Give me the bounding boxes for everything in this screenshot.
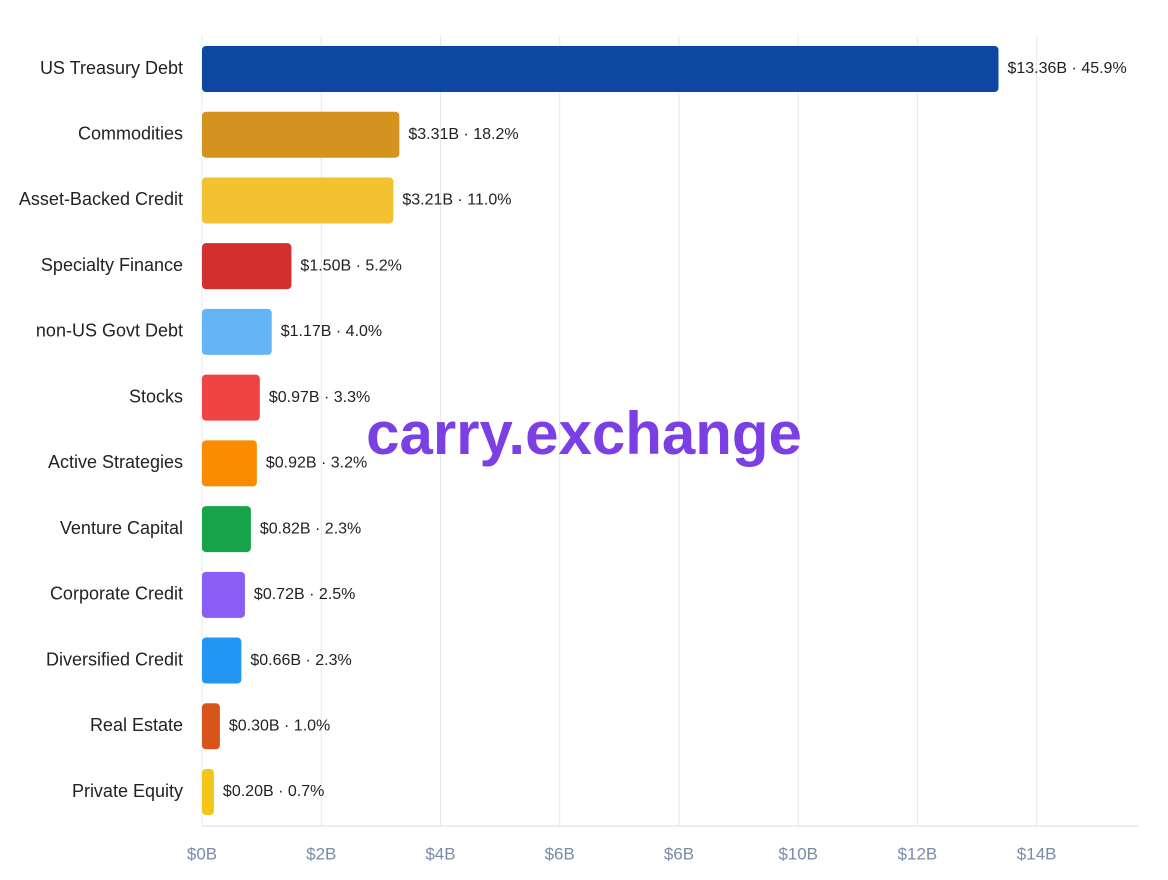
y-tick-label: Real Estate xyxy=(90,715,183,735)
y-tick-label: Corporate Credit xyxy=(50,584,183,604)
value-label: $1.50B · 5.2% xyxy=(300,257,401,274)
x-tick-label: $2B xyxy=(306,844,336,863)
bar xyxy=(202,769,214,815)
value-label: $0.92B · 3.2% xyxy=(266,455,367,472)
value-label: $0.82B · 2.3% xyxy=(260,520,361,537)
value-label: $1.17B · 4.0% xyxy=(281,323,382,340)
y-tick-label: Diversified Credit xyxy=(46,649,183,669)
value-label: $0.30B · 1.0% xyxy=(229,717,330,734)
bar xyxy=(202,111,400,158)
x-tick-label: $14B xyxy=(1017,844,1057,863)
y-tick-label: Active Strategies xyxy=(48,452,183,472)
value-label: $0.20B · 0.7% xyxy=(223,783,324,800)
y-tick-label: Commodities xyxy=(78,123,183,143)
bar xyxy=(202,374,260,421)
bars: US Treasury Debt $13.36B · 45.9% Commoditi… xyxy=(19,46,1127,815)
bar xyxy=(202,571,245,618)
y-tick-label: US Treasury Debt xyxy=(40,58,183,78)
y-tick-label: non-US Govt Debt xyxy=(36,321,183,341)
value-label: $13.36B · 45.9% xyxy=(1007,60,1126,77)
y-tick-label: Asset-Backed Credit xyxy=(19,189,183,209)
bar xyxy=(202,506,251,553)
bar xyxy=(202,177,394,224)
bar xyxy=(202,308,272,355)
x-tick-label: $6B xyxy=(545,844,575,863)
bar xyxy=(202,440,257,487)
y-tick-label: Venture Capital xyxy=(60,518,183,538)
value-label: $3.21B · 11.0% xyxy=(402,192,511,209)
grid: $0B $2B $4B $6B $6B $10B $12B $14B xyxy=(187,36,1138,863)
x-tick-label: $12B xyxy=(898,844,938,863)
y-tick-label: Private Equity xyxy=(72,781,183,801)
x-tick-label: $4B xyxy=(425,844,455,863)
x-tick-label: $10B xyxy=(778,844,818,863)
y-tick-label: Stocks xyxy=(129,386,183,406)
watermark: carry.exchange xyxy=(366,400,802,467)
value-label: $0.97B · 3.3% xyxy=(269,389,370,406)
x-tick-label: $6B xyxy=(664,844,694,863)
y-tick-label: Specialty Finance xyxy=(41,255,183,275)
value-label: $3.31B · 18.2% xyxy=(408,126,518,143)
value-label: $0.66B · 2.3% xyxy=(250,652,351,669)
bar xyxy=(202,243,292,290)
bar xyxy=(202,46,999,92)
x-tick-label: $0B xyxy=(187,844,217,863)
value-label: $0.72B · 2.5% xyxy=(254,586,355,603)
bar xyxy=(202,703,220,750)
bar xyxy=(202,637,242,684)
